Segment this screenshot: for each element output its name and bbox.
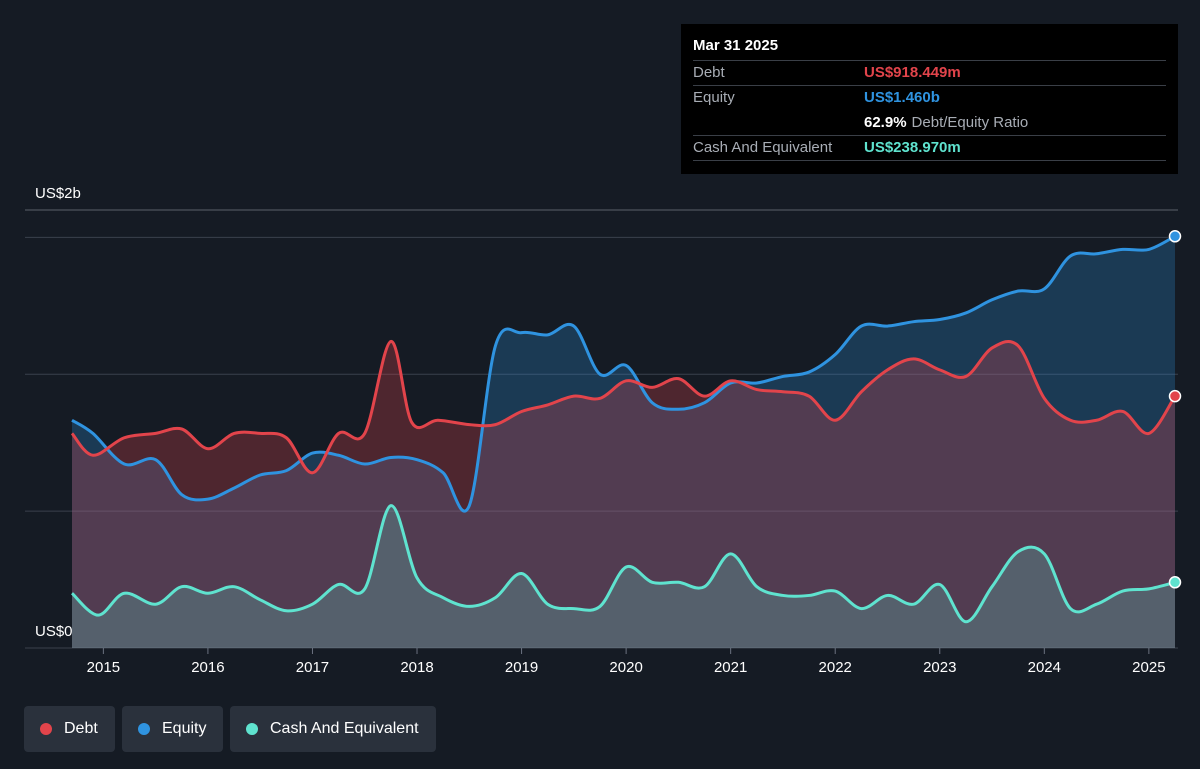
debt-area — [72, 341, 1175, 648]
x-tick-label: 2018 — [400, 659, 433, 676]
tooltip-debt-value: US$918.449m — [864, 64, 961, 81]
chart-legend: Debt Equity Cash And Equivalent — [24, 706, 436, 752]
x-tick-label: 2023 — [923, 659, 956, 676]
debt-end-marker — [1168, 389, 1182, 403]
x-tick-label: 2019 — [505, 659, 538, 676]
legend-equity-label: Equity — [162, 720, 207, 737]
equity-end-marker — [1168, 230, 1182, 243]
tooltip-debt-label: Debt — [693, 64, 725, 81]
x-tick-label: 2024 — [1028, 659, 1061, 676]
tooltip-ratio-row: 62.9% Debt/Equity Ratio — [693, 110, 1166, 135]
x-tick-label: 2017 — [296, 659, 329, 676]
equity-area — [72, 236, 1175, 648]
x-tick-label: 2025 — [1132, 659, 1165, 676]
x-tick-label: 2020 — [609, 659, 642, 676]
cash-and-equivalent-area — [72, 505, 1175, 648]
tooltip-date: Mar 31 2025 — [693, 37, 779, 54]
x-tick-label: 2021 — [714, 659, 747, 676]
y-axis-bottom-label: US$0 — [35, 623, 73, 640]
data-tooltip: Mar 31 2025 Debt US$918.449m Equity US$1… — [681, 24, 1178, 174]
tooltip-cash-label: Cash And Equivalent — [693, 139, 833, 156]
tooltip-equity-value: US$1.460b — [864, 89, 940, 106]
equity-dot-icon — [138, 723, 150, 735]
debt-line — [70, 339, 1177, 475]
cash-dot-icon — [246, 723, 258, 735]
legend-item-cash[interactable]: Cash And Equivalent — [230, 706, 436, 752]
tooltip-ratio-label: Debt/Equity Ratio — [911, 114, 1029, 131]
legend-cash-label: Cash And Equivalent — [270, 720, 419, 737]
tooltip-cash-row: Cash And Equivalent US$238.970m — [693, 135, 1166, 161]
tooltip-equity-row: Equity US$1.460b — [693, 85, 1166, 110]
legend-debt-label: Debt — [64, 720, 98, 737]
equity-line — [71, 234, 1176, 513]
cash-and-equivalent-end-marker — [1168, 576, 1182, 589]
x-tick-label: 2022 — [819, 659, 852, 676]
tooltip-equity-label: Equity — [693, 89, 735, 106]
tooltip-debt-row: Debt US$918.449m — [693, 60, 1166, 85]
tooltip-cash-value: US$238.970m — [864, 139, 961, 156]
legend-item-debt[interactable]: Debt — [24, 706, 115, 752]
y-axis-top-label: US$2b — [35, 185, 81, 202]
cash-and-equivalent-line — [70, 504, 1176, 624]
x-tick-label: 2016 — [191, 659, 224, 676]
x-tick-label: 2015 — [87, 659, 120, 676]
debt-dot-icon — [40, 723, 52, 735]
tooltip-ratio-value: 62.9% — [864, 114, 907, 131]
debt-equity-chart: 2015 2016 2017 2018 2019 2020 2021 2022 2023 2024… — [25, 185, 1182, 676]
legend-item-equity[interactable]: Equity — [122, 706, 223, 752]
